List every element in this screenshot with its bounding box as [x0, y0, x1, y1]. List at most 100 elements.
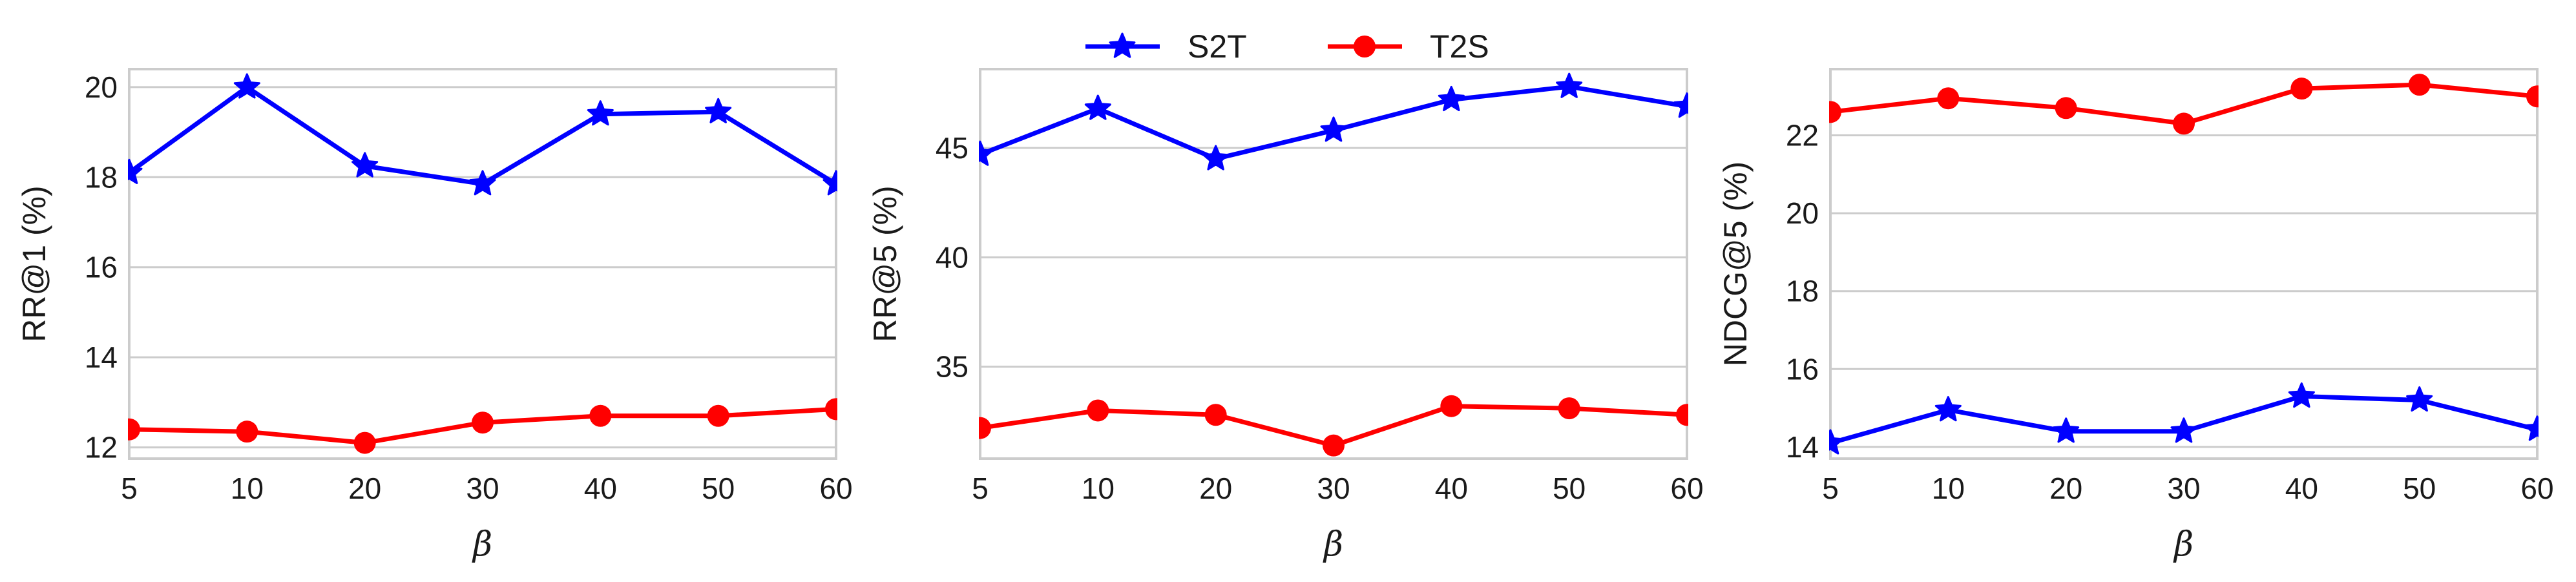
data-point-s2t — [587, 100, 614, 126]
y-tick-label: 40 — [936, 240, 969, 274]
x-tick-label: 20 — [1199, 472, 1232, 505]
data-point-s2t — [1556, 72, 1583, 98]
data-point-s2t — [2053, 417, 2080, 443]
x-tick-label: 60 — [2520, 472, 2553, 505]
x-tick-label: 10 — [231, 472, 264, 505]
data-point-t2s — [128, 418, 140, 441]
x-tick-label: 50 — [2403, 472, 2436, 505]
data-point-t2s — [353, 431, 376, 454]
data-point-t2s — [707, 404, 729, 427]
data-point-s2t — [1084, 94, 1111, 120]
x-tick-label: 40 — [584, 472, 617, 505]
data-point-s2t — [1202, 145, 1230, 171]
y-tick-label: 18 — [85, 160, 118, 194]
data-point-t2s — [1829, 101, 1841, 123]
data-point-s2t — [233, 73, 260, 99]
data-point-s2t — [1320, 116, 1347, 142]
y-tick-label: 18 — [1786, 275, 1819, 308]
data-point-t2s — [2408, 74, 2431, 96]
series-group — [979, 72, 1688, 457]
data-point-s2t — [128, 158, 143, 184]
x-tick-label: 30 — [466, 472, 499, 505]
legend-entry-t2s: T2S — [1328, 28, 1489, 65]
x-tick-label: 5 — [1822, 472, 1839, 505]
data-point-s2t — [822, 170, 837, 196]
data-point-t2s — [1204, 404, 1227, 426]
y-tick-label: 20 — [85, 70, 118, 104]
x-tick-label: 5 — [972, 472, 989, 505]
legend-entry-s2t: S2T — [1085, 28, 1247, 65]
plot-area — [129, 69, 836, 459]
y-axis-label: RR@5 (%) — [867, 185, 903, 342]
data-point-t2s — [589, 404, 612, 427]
x-tick-label: 10 — [1082, 472, 1115, 505]
y-tick-label: 45 — [936, 131, 969, 165]
x-tick-label: 30 — [1317, 472, 1350, 505]
x-tick-label: 50 — [702, 472, 735, 505]
data-point-t2s — [2055, 97, 2077, 120]
legend-marker-circle — [1354, 36, 1376, 57]
data-point-t2s — [236, 421, 258, 443]
data-point-t2s — [1440, 395, 1463, 417]
data-point-t2s — [979, 417, 991, 439]
x-tick-label: 50 — [1553, 472, 1586, 505]
data-point-t2s — [2290, 78, 2313, 100]
data-point-s2t — [2406, 386, 2433, 412]
series-group — [128, 73, 837, 454]
plot-frame — [128, 68, 837, 460]
y-axis-label: RR@1 (%) — [16, 185, 52, 342]
x-tick-label: 20 — [2049, 472, 2082, 505]
data-point-s2t — [705, 98, 732, 123]
x-axis-label: β — [472, 525, 492, 564]
legend: S2T T2S — [1085, 28, 1489, 65]
y-tick-label: 14 — [1786, 430, 1819, 464]
data-point-s2t — [2170, 417, 2197, 443]
x-tick-label: 5 — [121, 472, 138, 505]
y-axis-label: NDCG@5 (%) — [1717, 161, 1754, 366]
x-tick-label: 10 — [1932, 472, 1965, 505]
data-point-t2s — [472, 411, 494, 434]
x-axis-label: β — [2173, 525, 2194, 564]
chart-panel-1: 12 14 16 18 20 5 10 20 30 40 50 60 β RR@1 (%) — [16, 68, 853, 564]
data-point-s2t — [1438, 85, 1465, 112]
y-tick-label: 16 — [85, 251, 118, 284]
data-point-t2s — [1558, 397, 1580, 420]
x-tick-label: 40 — [2285, 472, 2318, 505]
y-tick-label: 35 — [936, 350, 969, 384]
data-point-t2s — [1087, 399, 1109, 422]
x-tick-label: 30 — [2167, 472, 2200, 505]
data-point-t2s — [2173, 112, 2195, 135]
x-tick-label: 20 — [348, 472, 381, 505]
plot-frame — [979, 68, 1688, 460]
y-tick-label: 16 — [1786, 352, 1819, 386]
data-point-t2s — [1676, 404, 1688, 426]
y-tick-label: 14 — [85, 340, 118, 374]
x-axis-label: β — [1323, 525, 1343, 564]
chart-panel-2: 35 40 45 5 10 20 30 40 50 60 β RR@5 (%) — [867, 68, 1704, 564]
data-point-t2s — [2526, 85, 2539, 108]
chart-panel-3: 14 16 18 20 22 5 10 20 30 40 50 60 β NDCG@5 (%) — [1717, 68, 2554, 564]
legend-label: S2T — [1188, 28, 1247, 65]
data-point-s2t — [1829, 429, 1844, 455]
data-point-s2t — [2288, 382, 2315, 408]
legend-marker-star — [1109, 32, 1136, 58]
data-point-s2t — [469, 170, 496, 196]
data-point-t2s — [1937, 87, 1960, 110]
data-point-s2t — [351, 152, 379, 178]
y-tick-label: 22 — [1786, 119, 1819, 152]
series-group — [1829, 74, 2539, 455]
plot-frame — [1829, 68, 2539, 460]
y-tick-label: 12 — [85, 431, 118, 464]
y-tick-label: 20 — [1786, 196, 1819, 230]
x-tick-label: 40 — [1435, 472, 1468, 505]
data-point-s2t — [1934, 396, 1962, 422]
data-point-s2t — [979, 140, 994, 166]
data-point-t2s — [825, 398, 837, 421]
data-point-s2t — [1673, 92, 1688, 118]
x-tick-label: 60 — [819, 472, 852, 505]
data-point-s2t — [2524, 415, 2539, 441]
data-point-t2s — [1323, 434, 1345, 457]
legend-label: T2S — [1430, 28, 1489, 65]
